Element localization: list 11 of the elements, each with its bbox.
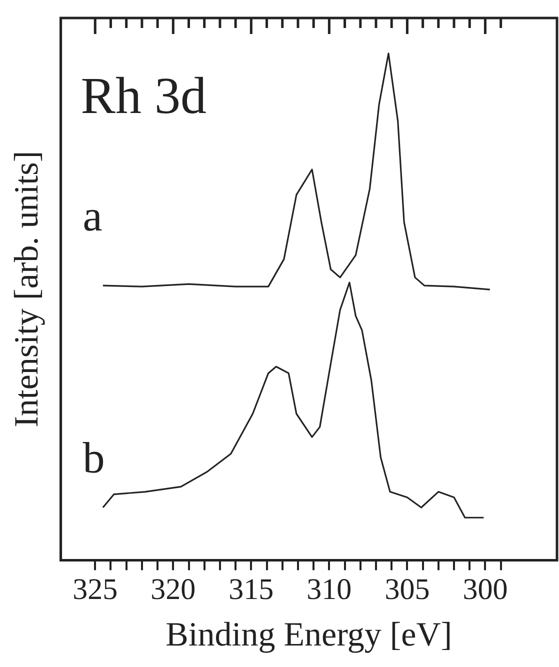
x-tick-label: 300 bbox=[462, 573, 508, 606]
annotation: Rh 3d bbox=[80, 68, 206, 125]
x-tick-label: 320 bbox=[150, 573, 196, 606]
x-axis-title: Binding Energy [eV] bbox=[166, 616, 452, 654]
x-tick-label: 325 bbox=[72, 573, 118, 606]
x-tick-label: 305 bbox=[384, 573, 430, 606]
x-tick-label: 310 bbox=[306, 573, 352, 606]
y-axis-title: Intensity [arb. units] bbox=[8, 150, 46, 428]
x-tick-label: 315 bbox=[228, 573, 274, 606]
series-label: b bbox=[82, 434, 105, 482]
series-label: a bbox=[82, 192, 102, 241]
